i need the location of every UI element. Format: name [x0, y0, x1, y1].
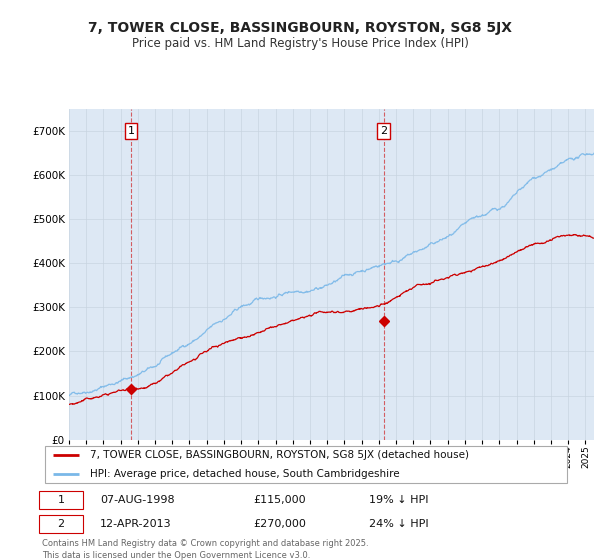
Text: 1: 1	[58, 495, 65, 505]
FancyBboxPatch shape	[40, 515, 83, 533]
Text: 1: 1	[127, 126, 134, 136]
Text: HPI: Average price, detached house, South Cambridgeshire: HPI: Average price, detached house, Sout…	[89, 469, 399, 479]
Text: £115,000: £115,000	[253, 495, 306, 505]
Text: 19% ↓ HPI: 19% ↓ HPI	[370, 495, 429, 505]
Text: Price paid vs. HM Land Registry's House Price Index (HPI): Price paid vs. HM Land Registry's House …	[131, 37, 469, 50]
Text: 7, TOWER CLOSE, BASSINGBOURN, ROYSTON, SG8 5JX (detached house): 7, TOWER CLOSE, BASSINGBOURN, ROYSTON, S…	[89, 450, 469, 460]
Text: £270,000: £270,000	[253, 519, 306, 529]
Text: 2: 2	[380, 126, 387, 136]
FancyBboxPatch shape	[44, 446, 568, 483]
Text: 24% ↓ HPI: 24% ↓ HPI	[370, 519, 429, 529]
Text: 2: 2	[58, 519, 65, 529]
FancyBboxPatch shape	[40, 491, 83, 509]
Text: Contains HM Land Registry data © Crown copyright and database right 2025.
This d: Contains HM Land Registry data © Crown c…	[42, 539, 368, 559]
Text: 12-APR-2013: 12-APR-2013	[100, 519, 172, 529]
Text: 07-AUG-1998: 07-AUG-1998	[100, 495, 175, 505]
Text: 7, TOWER CLOSE, BASSINGBOURN, ROYSTON, SG8 5JX: 7, TOWER CLOSE, BASSINGBOURN, ROYSTON, S…	[88, 21, 512, 35]
